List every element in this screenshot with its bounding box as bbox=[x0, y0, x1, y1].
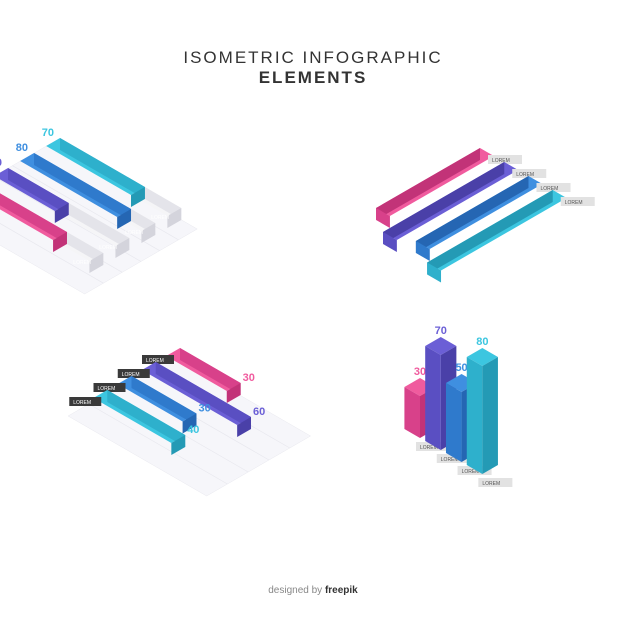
svg-text:70: 70 bbox=[435, 325, 447, 337]
svg-text:LOREM: LOREM bbox=[492, 158, 510, 164]
svg-text:LOREM: LOREM bbox=[73, 400, 91, 406]
svg-text:30: 30 bbox=[198, 403, 210, 415]
svg-text:LOREM: LOREM bbox=[482, 481, 500, 487]
svg-text:LOREM: LOREM bbox=[151, 215, 169, 221]
svg-text:LOREM: LOREM bbox=[565, 200, 583, 206]
svg-text:40: 40 bbox=[187, 424, 199, 436]
svg-text:LOREM: LOREM bbox=[540, 186, 558, 192]
svg-text:LOREM: LOREM bbox=[516, 172, 534, 178]
infographic-canvas: 70 LOREM 80 LOREM 50 LOREM 70 LOREM LOREM LOREM LO… bbox=[0, 0, 626, 626]
svg-text:60: 60 bbox=[253, 406, 265, 418]
svg-text:LOREM: LOREM bbox=[99, 245, 117, 251]
svg-text:50: 50 bbox=[0, 157, 2, 169]
svg-text:70: 70 bbox=[42, 127, 54, 139]
footer-prefix: designed by bbox=[268, 585, 322, 596]
svg-text:50: 50 bbox=[455, 362, 467, 374]
svg-text:LOREM: LOREM bbox=[73, 260, 91, 266]
footer-brand: freepik bbox=[325, 585, 358, 596]
page-footer: designed by freepik bbox=[0, 585, 626, 596]
svg-text:80: 80 bbox=[476, 336, 488, 348]
svg-text:80: 80 bbox=[16, 142, 28, 154]
svg-text:30: 30 bbox=[414, 366, 426, 378]
svg-text:LOREM: LOREM bbox=[125, 230, 143, 236]
svg-text:30: 30 bbox=[243, 372, 255, 384]
